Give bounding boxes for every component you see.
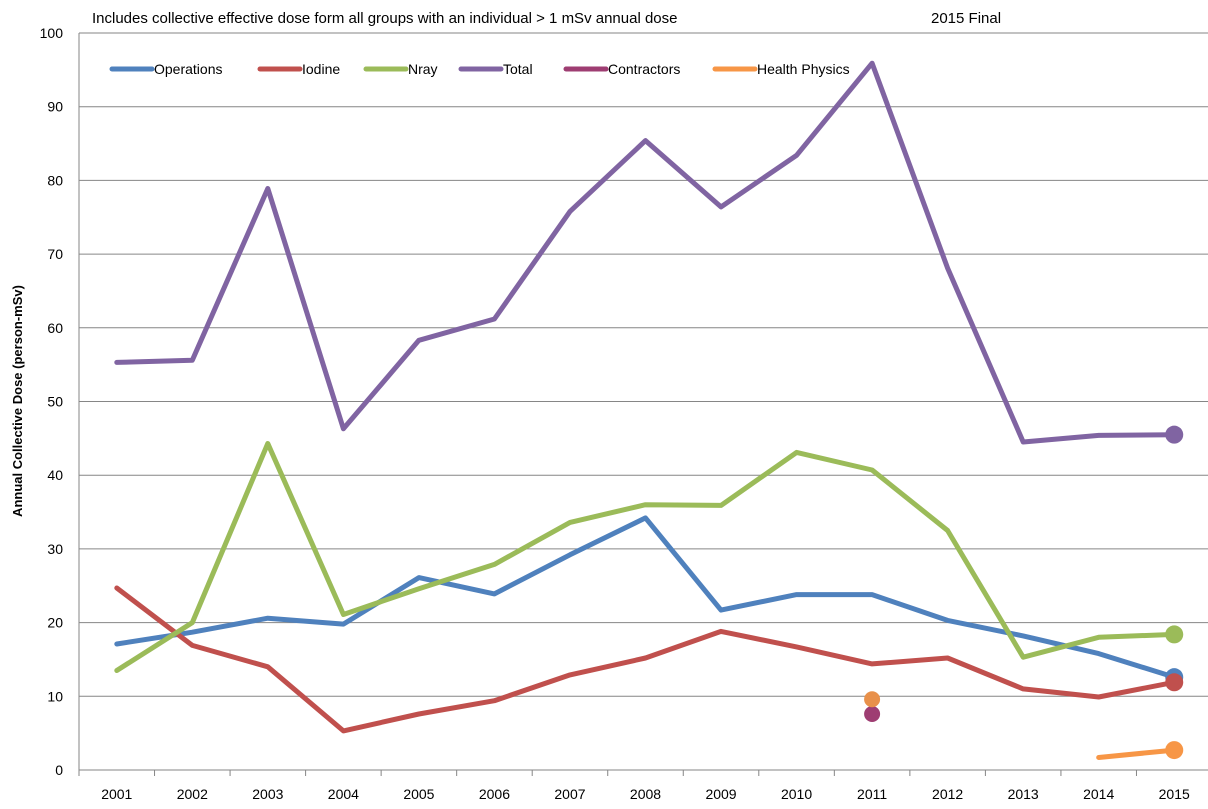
point-marker-extra (864, 691, 881, 708)
y-tick-label: 40 (47, 467, 63, 483)
legend: Operations Iodine Nray Total Contractors Heal… (109, 61, 850, 77)
y-tick-label: 80 (47, 172, 63, 188)
y-tick-label: 10 (47, 688, 63, 704)
x-tick-label: 2003 (252, 786, 283, 802)
legend-label: Health Physics (757, 61, 850, 77)
y-tick-label: 90 (47, 99, 63, 115)
chart-title: Includes collective effective dose form … (92, 10, 677, 27)
x-tick-label: 2013 (1008, 786, 1039, 802)
x-tick-label: 2010 (781, 786, 812, 802)
x-tick-label: 2004 (328, 786, 359, 802)
series-lines (114, 60, 1177, 760)
point-marker-health-physics (1165, 741, 1184, 760)
series-line-iodine (114, 585, 1177, 734)
y-tick-label: 20 (47, 615, 63, 631)
x-tick-label: 2012 (932, 786, 963, 802)
y-tick-label: 30 (47, 541, 63, 557)
y-tick-label: 100 (40, 25, 64, 41)
y-tick-label: 70 (47, 246, 63, 262)
x-tick-label: 2011 (857, 786, 887, 802)
point-marker-contractors (864, 705, 881, 722)
grid-lines (79, 32, 1208, 771)
legend-label: Nray (408, 61, 438, 77)
y-tick-label: 50 (47, 394, 63, 410)
legend-label: Total (503, 61, 533, 77)
x-tick-label: 2005 (403, 786, 434, 802)
y-tick-label: 0 (55, 762, 63, 778)
series-line-nray (114, 441, 1177, 673)
series-line-total (114, 60, 1177, 445)
x-tick-label: 2014 (1083, 786, 1114, 802)
x-tick-label: 2015 (1159, 786, 1190, 802)
legend-label: Iodine (302, 61, 340, 77)
point-markers (864, 425, 1184, 760)
x-tick-label: 2002 (177, 786, 208, 802)
chart-subtitle: 2015 Final (931, 10, 1001, 27)
series-line-health-physics (1096, 747, 1177, 760)
x-tick-label: 2001 (101, 786, 132, 802)
x-tick-label: 2007 (554, 786, 585, 802)
series-line-operations (114, 515, 1177, 680)
point-marker-total (1165, 425, 1184, 444)
point-marker-iodine (1165, 673, 1184, 692)
y-axis-label: Annual Collective Dose (person-mSv) (10, 285, 25, 517)
axes: 0 10 20 30 40 50 60 70 80 90 100 2001 2002 2003 2004 20… (40, 25, 1208, 802)
y-tick-label: 60 (47, 320, 63, 336)
legend-label: Contractors (608, 61, 680, 77)
legend-label: Operations (154, 61, 222, 77)
x-tick-label: 2006 (479, 786, 510, 802)
x-tick-label: 2008 (630, 786, 661, 802)
x-tick-label: 2009 (705, 786, 736, 802)
point-marker-nray (1165, 625, 1184, 644)
